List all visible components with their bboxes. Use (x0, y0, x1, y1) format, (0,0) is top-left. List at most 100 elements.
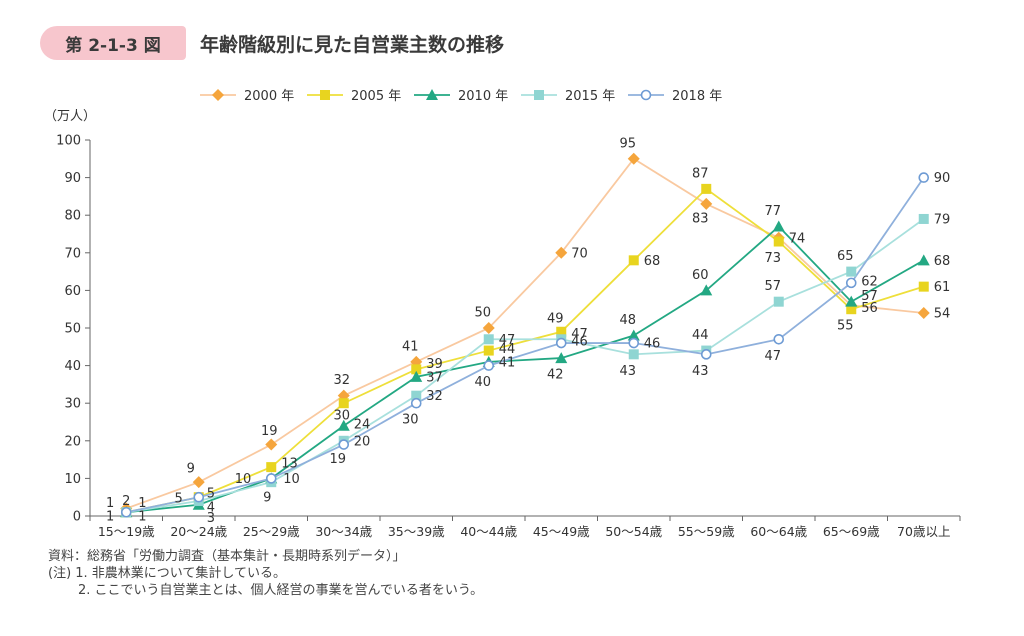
y-tick-label: 50 (64, 322, 81, 337)
data-label: 68 (644, 254, 661, 269)
data-label: 90 (934, 171, 951, 186)
data-label: 1 (138, 510, 146, 525)
data-label: 10 (235, 472, 252, 487)
data-point-2005 (846, 304, 857, 315)
data-label: 61 (934, 280, 951, 295)
data-label: 40 (474, 375, 491, 390)
y-tick-label: 100 (56, 134, 81, 149)
y-tick-label: 10 (64, 472, 81, 487)
data-point-2010 (337, 419, 350, 431)
data-point-2005 (918, 281, 929, 292)
data-point-2015 (773, 296, 784, 307)
data-point-2010 (627, 329, 640, 341)
data-label: 19 (261, 424, 278, 439)
data-point-2010 (845, 295, 858, 307)
source-note: 資料：総務省「労働力調査（基本集計・長期時系列データ）」 (48, 549, 406, 564)
data-label: 44 (692, 328, 709, 343)
data-label: 1 (106, 510, 114, 525)
x-tick-label: 40～44歳 (460, 524, 517, 539)
data-label: 30 (333, 409, 350, 424)
data-point-2018 (845, 277, 857, 289)
footnotes: 資料：総務省「労働力調査（基本集計・長期時系列データ）」 (注) 1. 非農林業… (48, 548, 483, 599)
data-point-2010 (555, 352, 568, 364)
data-label: 79 (934, 212, 951, 227)
y-tick-label: 90 (64, 171, 81, 186)
data-point-2005 (773, 236, 784, 247)
series-line-2005 (126, 187, 925, 514)
data-point-2018 (773, 333, 785, 345)
legend-label: 2005 年 (351, 89, 401, 104)
legend-marker (212, 89, 224, 101)
data-label: 39 (426, 357, 443, 372)
data-point-2010 (410, 370, 423, 382)
data-point-2010 (700, 284, 713, 296)
data-label: 47 (764, 349, 781, 364)
data-label: 2 (122, 494, 130, 509)
data-label: 50 (474, 306, 491, 321)
data-label: 87 (692, 166, 709, 181)
data-label: 48 (619, 313, 636, 328)
x-tick-label: 25～29歳 (243, 524, 300, 539)
y-tick-label: 0 (73, 510, 81, 525)
data-point-2018 (700, 349, 712, 360)
data-label: 1 (138, 496, 146, 511)
data-label: 5 (174, 492, 182, 507)
x-tick-label: 30～34歳 (315, 524, 372, 539)
data-point-2000 (265, 438, 278, 451)
data-point-2000 (627, 152, 640, 165)
note-1: (注) 1. 非農林業について集計している。 (48, 566, 287, 581)
data-point-2005 (628, 255, 639, 266)
data-point-2000 (555, 246, 568, 259)
data-label: 95 (619, 136, 636, 151)
x-tick-label: 60～64歳 (750, 524, 807, 539)
series-line-2018 (126, 177, 925, 514)
x-tick-label: 55～59歳 (678, 524, 735, 539)
data-point-2015 (483, 334, 494, 345)
data-label: 54 (934, 306, 951, 321)
figure-number-badge: 第 2-1-3 図 (40, 26, 186, 60)
data-label: 65 (837, 249, 854, 264)
data-label: 73 (764, 251, 781, 266)
legend-marker (320, 90, 330, 100)
data-point-2005 (338, 398, 349, 409)
data-label: 44 (499, 342, 516, 357)
data-point-2015 (846, 266, 857, 277)
data-label: 32 (333, 373, 350, 388)
note-2: 2. ここでいう自営業主とは、個人経営の事業を営んでいる者をいう。 (78, 583, 484, 598)
data-label: 5 (207, 487, 215, 502)
data-point-2000 (700, 197, 713, 210)
data-label: 43 (692, 364, 709, 379)
data-label: 62 (861, 274, 878, 289)
x-tick-label: 45～49歳 (533, 524, 590, 539)
data-point-2018 (628, 337, 640, 349)
data-label: 4 (207, 500, 215, 515)
x-tick-label: 65～69歳 (823, 524, 880, 539)
x-tick-label: 70歳以上 (897, 524, 950, 539)
data-label: 10 (283, 472, 300, 487)
data-label: 19 (329, 452, 346, 467)
y-tick-label: 40 (64, 359, 81, 374)
data-label: 3 (207, 511, 215, 526)
data-label: 9 (263, 491, 271, 506)
data-point-2018 (555, 337, 567, 349)
data-point-2018 (193, 491, 205, 503)
data-point-2015 (918, 213, 929, 224)
data-label: 42 (547, 368, 564, 383)
y-axis-label: （万人） (44, 109, 96, 124)
data-point-2005 (556, 326, 567, 337)
data-label: 9 (187, 462, 195, 477)
data-point-2000 (192, 476, 205, 489)
data-label: 13 (281, 457, 298, 472)
data-point-2018 (918, 172, 930, 183)
data-label: 47 (499, 333, 516, 348)
data-label: 46 (571, 335, 588, 350)
data-label: 46 (644, 337, 661, 352)
data-point-2010 (772, 220, 785, 232)
data-point-2010 (917, 254, 930, 266)
data-label: 24 (354, 417, 371, 432)
data-label: 56 (861, 301, 878, 316)
y-tick-label: 60 (64, 284, 81, 299)
y-tick-label: 20 (64, 434, 81, 449)
y-tick-label: 70 (64, 246, 81, 261)
